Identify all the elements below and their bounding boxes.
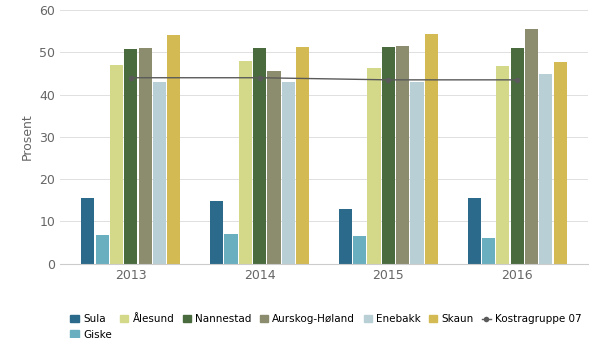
- Bar: [282, 82, 295, 264]
- Bar: [239, 61, 252, 264]
- Bar: [296, 47, 309, 264]
- Bar: [353, 236, 366, 264]
- Bar: [268, 71, 281, 264]
- Bar: [539, 74, 553, 264]
- Bar: [396, 46, 409, 264]
- Bar: [139, 48, 152, 264]
- Bar: [124, 49, 137, 264]
- Bar: [496, 66, 509, 264]
- Legend: Sula, Giske, Ålesund, Nannestad, Aurskog-Høland, Enebakk, Skaun, Kostragruppe 07: Sula, Giske, Ålesund, Nannestad, Aurskog…: [70, 314, 581, 338]
- Bar: [110, 66, 123, 264]
- Bar: [81, 198, 94, 264]
- Bar: [167, 35, 181, 264]
- Bar: [367, 68, 380, 264]
- Bar: [253, 48, 266, 264]
- Bar: [554, 62, 567, 264]
- Bar: [511, 48, 524, 264]
- Bar: [153, 82, 166, 264]
- Bar: [339, 209, 352, 264]
- Bar: [382, 47, 395, 264]
- Bar: [210, 201, 223, 264]
- Bar: [224, 234, 238, 264]
- Y-axis label: Prosent: Prosent: [20, 114, 34, 160]
- Bar: [482, 238, 495, 264]
- Bar: [525, 29, 538, 264]
- Bar: [467, 198, 481, 264]
- Bar: [425, 34, 438, 264]
- Bar: [410, 82, 424, 264]
- Bar: [95, 235, 109, 264]
